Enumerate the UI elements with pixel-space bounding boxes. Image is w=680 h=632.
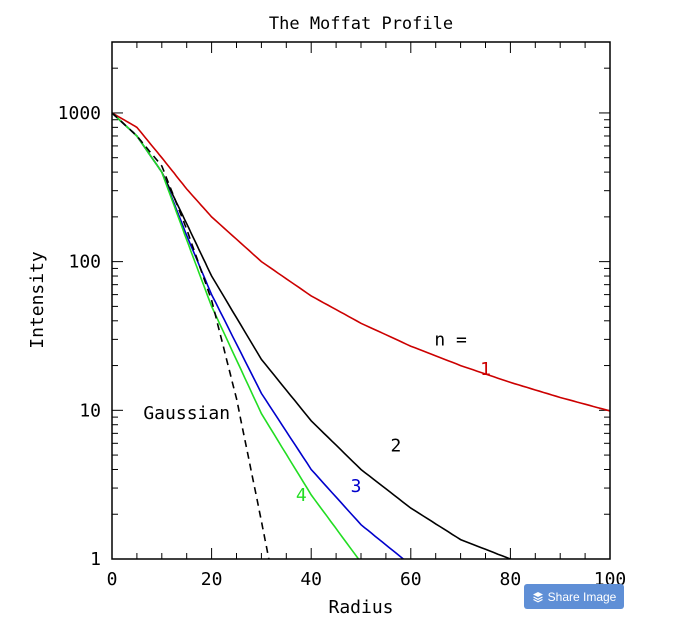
- y-tick-label: 1: [90, 549, 101, 570]
- annotation-label: 1: [480, 359, 491, 380]
- annotation-label: Gaussian: [143, 403, 230, 424]
- chart-title: The Moffat Profile: [269, 14, 453, 34]
- x-axis-label: Radius: [328, 597, 393, 618]
- plot-frame: [111, 41, 611, 560]
- series-line-gaussian: [112, 112, 270, 559]
- y-axis-label: Intensity: [27, 251, 48, 349]
- annotation-label: 4: [296, 485, 307, 506]
- annotation-label: 3: [351, 476, 362, 497]
- y-tick-label: 10: [79, 400, 101, 421]
- x-tick-label: 80: [500, 569, 522, 590]
- x-tick-label: 20: [201, 569, 223, 590]
- curve-annotations: n = 1 2 3 4 Gaussian: [143, 329, 491, 505]
- x-tick-label: 60: [400, 569, 422, 590]
- layers-icon: [532, 591, 543, 602]
- share-button-label: Share Image: [547, 589, 617, 604]
- share-image-button[interactable]: Share Image: [524, 584, 624, 609]
- annotation-label: n =: [434, 329, 467, 350]
- series-line-1: [112, 112, 610, 412]
- annotation-label: 2: [390, 435, 401, 456]
- y-tick-label: 1000: [58, 103, 101, 124]
- x-tick-label: 0: [107, 569, 118, 590]
- series-curves: [112, 112, 610, 559]
- x-tick-label: 40: [300, 569, 322, 590]
- series-line-2: [112, 112, 514, 559]
- y-tick-label: 100: [68, 252, 101, 273]
- series-line-4: [112, 112, 360, 559]
- axis-ticks: [111, 41, 611, 560]
